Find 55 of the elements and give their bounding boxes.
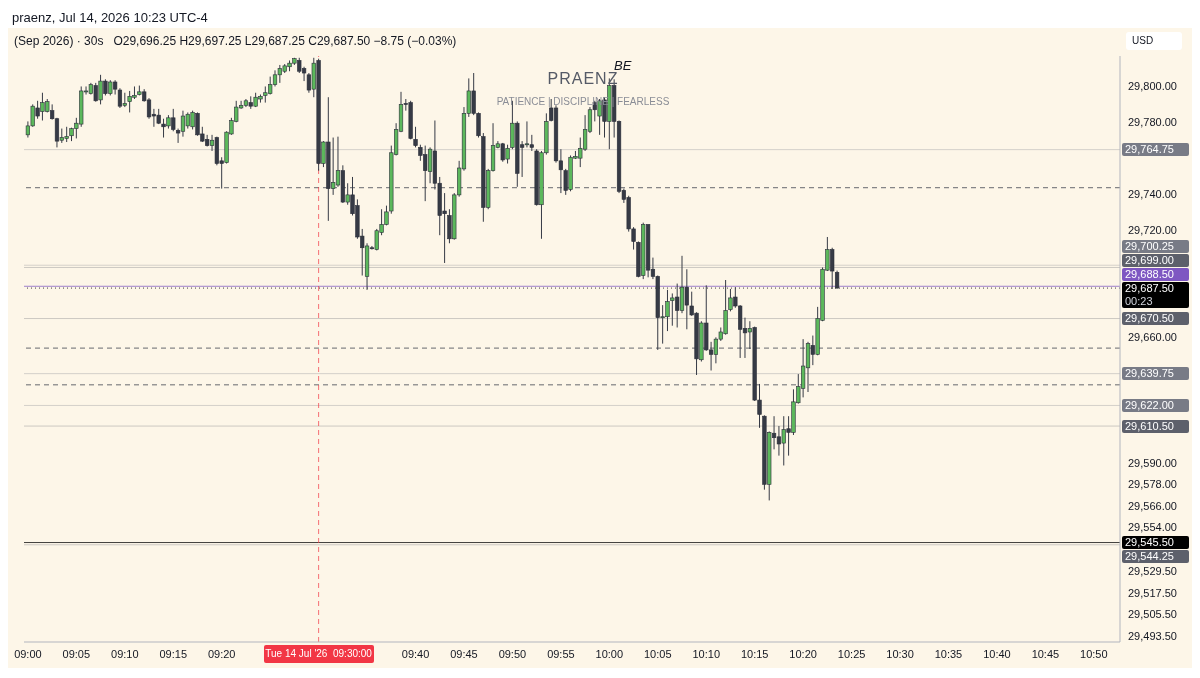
x-tick-label: 10:35: [934, 647, 963, 660]
y-tick-label: 29,780.00: [1128, 116, 1177, 129]
x-tick-label: 09:00: [14, 647, 42, 660]
x-tick-label: 10:50: [1080, 647, 1108, 660]
y-tick-label: 29,578.00: [1128, 478, 1177, 491]
x-tick-label: 09:55: [547, 647, 575, 660]
y-tick-label: 29,554.00: [1128, 521, 1177, 534]
y-tick-label: 29,590.00: [1128, 456, 1177, 469]
x-tick-label: 10:00: [595, 647, 624, 660]
x-tick-label: 09:45: [450, 647, 478, 660]
text: O29,696.25 H29,697.25 L29,687.25 C29,687.50 −8.75 (−0.03%): [113, 34, 457, 48]
y-tick-label: 29,529.50: [1128, 565, 1177, 578]
candlestick: [413, 126, 418, 148]
annotation: PRAENZ: [546, 70, 620, 88]
chart-title: praenz, Jul 14, 2026 10:23 UTC-4: [11, 9, 209, 27]
text: 00:23: [1125, 294, 1154, 308]
ref-line-label: 29,622.00: [1125, 398, 1189, 412]
x-tick-label: 09:10: [111, 647, 139, 660]
x-tick-label: 10:20: [789, 647, 817, 660]
y-tick-label: 29,800.00: [1128, 80, 1177, 93]
ref-line-label: 29,545.50: [1125, 536, 1189, 550]
x-tick-label: 09:40: [401, 647, 430, 660]
y-tick-label: 29,517.50: [1128, 586, 1177, 599]
ref-line-label: 29,688.50: [1125, 267, 1189, 281]
candlestick: [180, 110, 186, 138]
y-axis-title: USD: [1126, 32, 1182, 50]
x-tick-label: 09:50: [498, 647, 527, 660]
x-tick-label: 10:45: [1031, 647, 1060, 660]
ref-line-label: 29,700.25: [1125, 239, 1189, 253]
ref-line-label: 29,699.00: [1125, 253, 1189, 267]
y-tick-label: 29,660.00: [1128, 331, 1177, 344]
ref-line-label: 29,544.25: [1125, 550, 1189, 564]
chart-subtitle: (Sep 2026) · 30s: [14, 34, 104, 48]
x-tick-label: 10:05: [644, 647, 672, 660]
y-tick-label: 29,740.00: [1128, 187, 1177, 200]
y-tick-label: 29,505.50: [1128, 608, 1177, 621]
ref-line-label: 29,610.50: [1125, 419, 1189, 433]
x-tick-label: 09:05: [62, 647, 91, 660]
x-tick-label: 09:15: [159, 647, 188, 660]
x-tick-label: 10:10: [692, 647, 721, 660]
x-tick-label: 10:25: [837, 647, 866, 660]
y-tick-label: 29,493.50: [1128, 629, 1177, 642]
x-tick-label: 09:20: [207, 647, 236, 660]
ref-line-label: 29,687.50: [1125, 281, 1175, 295]
y-tick-label: 29,566.00: [1128, 499, 1177, 512]
ref-line-label: 29,764.75: [1125, 143, 1189, 157]
ref-line-label: 29,639.75: [1125, 367, 1189, 381]
ref-line-label: Tue 14 Jul '26 09:30:00: [263, 645, 374, 663]
x-tick-label: 10:40: [983, 647, 1011, 660]
candlestick: [679, 255, 685, 314]
x-tick-label: 10:30: [886, 647, 914, 660]
ref-line-label: 29,670.50: [1125, 312, 1189, 326]
annotation: BE: [614, 58, 632, 73]
x-tick-label: 10:15: [740, 647, 769, 660]
y-tick-label: 29,720.00: [1128, 223, 1177, 236]
